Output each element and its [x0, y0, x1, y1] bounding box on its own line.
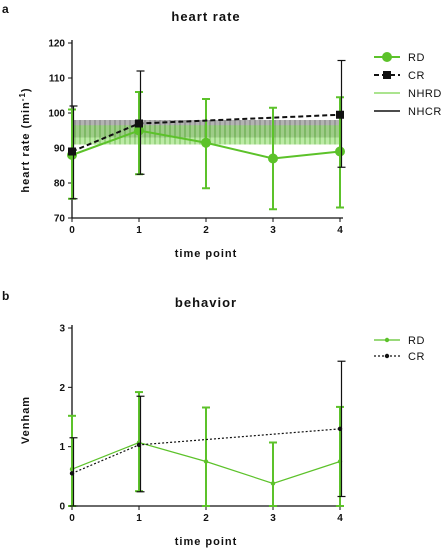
chart-a-ylabel-sup: -1	[18, 92, 27, 101]
chart-b-ylabel: Venham	[20, 396, 32, 444]
data-point-rd	[270, 481, 276, 486]
chart-a-xlabel: time point	[175, 248, 238, 260]
panel-b-letter: b	[2, 289, 9, 303]
x-tick-label: 0	[69, 513, 75, 524]
legend-label: NHRD	[408, 88, 442, 100]
y-tick-label: 90	[54, 144, 66, 155]
chart-b-xlabel: time point	[175, 536, 238, 548]
legend-label: CR	[408, 351, 425, 363]
y-tick-label: 2	[59, 383, 65, 394]
legend-marker	[382, 52, 392, 62]
chart-a-ylabel-main: heart rate (min	[20, 101, 32, 192]
data-point-cr	[135, 119, 143, 128]
x-tick-label: 4	[337, 225, 343, 236]
chart-b-plot: 0 1 2 3 0 1 2 3 4 RD CR	[59, 324, 424, 525]
y-tick-label: 100	[48, 109, 65, 120]
y-tick-label: 80	[54, 179, 66, 190]
y-tick-label: 70	[54, 214, 66, 225]
data-point-cr	[337, 426, 343, 432]
legend-label: RD	[408, 52, 425, 64]
y-tick-label: 1	[59, 442, 65, 453]
x-tick-label: 2	[203, 225, 209, 236]
y-tick-label: 3	[59, 324, 65, 335]
y-tick-label: 0	[59, 502, 65, 513]
y-tick-label: 110	[49, 74, 66, 85]
legend-label: RD	[408, 335, 425, 347]
data-point-rd	[268, 153, 278, 164]
x-tick-label: 1	[136, 225, 142, 236]
chart-a-plot: 70 80 90 100 110 120 0 1 2 3 4 RD CR NHRD NHCR	[48, 39, 441, 237]
legend-marker	[384, 337, 390, 343]
legend-marker	[384, 353, 390, 359]
data-point-rd	[335, 146, 345, 157]
legend-marker	[383, 71, 391, 79]
panel-a-letter: a	[2, 2, 9, 16]
data-point-cr	[336, 110, 344, 119]
x-tick-label: 4	[337, 513, 343, 524]
legend-label: NHCR	[408, 106, 442, 118]
chart-b-title: behavior	[175, 295, 237, 310]
x-tick-label: 3	[270, 513, 276, 524]
data-point-cr	[68, 147, 76, 156]
data-point-cr	[136, 442, 142, 448]
chart-a-ylabel-close: )	[20, 87, 32, 92]
legend: RD CR	[374, 335, 425, 363]
y-tick-label: 120	[48, 39, 65, 50]
chart-a-title: heart rate	[171, 9, 240, 24]
data-point-rd	[201, 137, 211, 148]
chart-a-ylabel: heart rate (min-1)	[18, 87, 32, 192]
x-tick-label: 2	[203, 513, 209, 524]
x-tick-label: 0	[69, 225, 75, 236]
data-point-rd	[203, 459, 209, 464]
legend-label: CR	[408, 70, 425, 82]
x-tick-label: 1	[136, 513, 142, 524]
data-point-rd	[134, 125, 144, 136]
legend: RD CR NHRD NHCR	[374, 52, 442, 118]
x-tick-label: 3	[270, 225, 276, 236]
data-point-cr	[69, 471, 75, 476]
